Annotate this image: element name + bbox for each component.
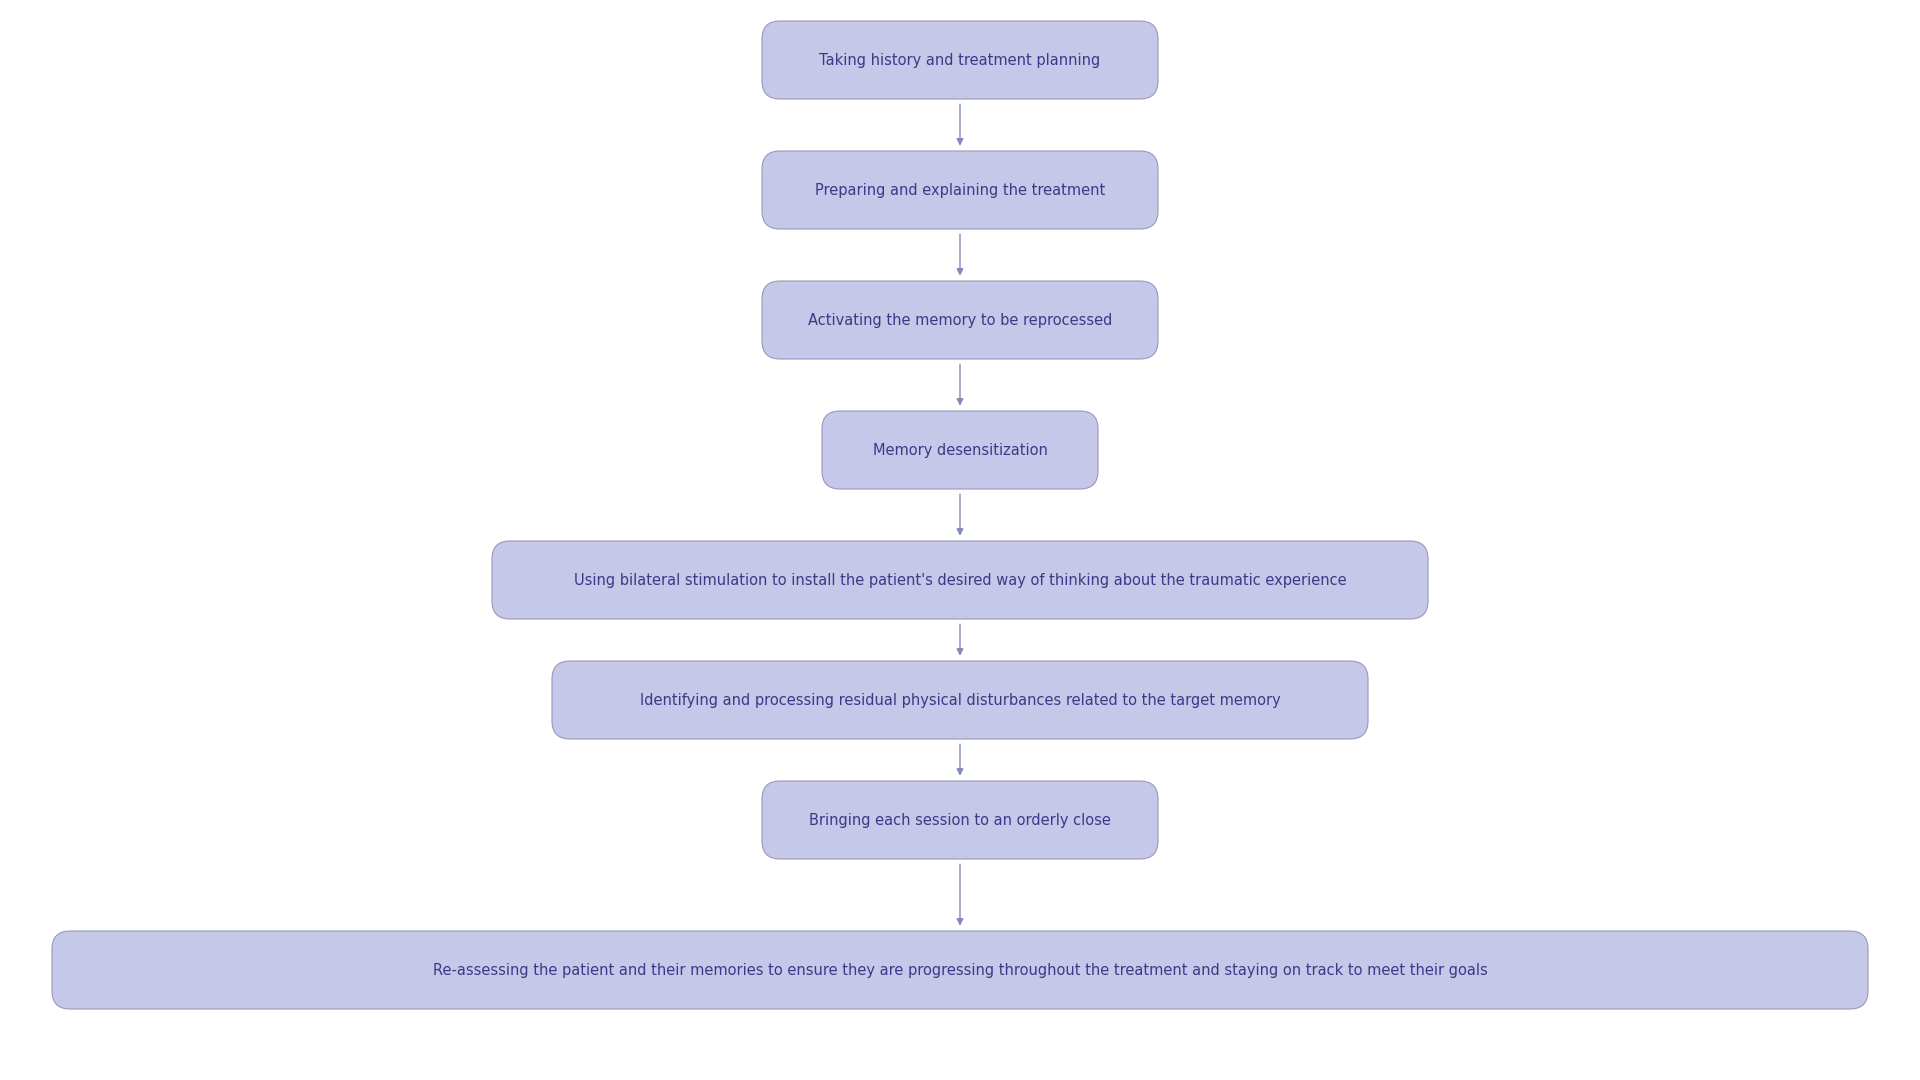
- Text: Preparing and explaining the treatment: Preparing and explaining the treatment: [814, 183, 1106, 198]
- Text: Memory desensitization: Memory desensitization: [872, 443, 1048, 458]
- Text: Using bilateral stimulation to install the patient's desired way of thinking abo: Using bilateral stimulation to install t…: [574, 572, 1346, 588]
- FancyBboxPatch shape: [52, 931, 1868, 1009]
- FancyBboxPatch shape: [492, 541, 1428, 619]
- FancyBboxPatch shape: [822, 411, 1098, 489]
- Text: Re-assessing the patient and their memories to ensure they are progressing throu: Re-assessing the patient and their memor…: [432, 962, 1488, 977]
- FancyBboxPatch shape: [553, 661, 1367, 739]
- Text: Taking history and treatment planning: Taking history and treatment planning: [820, 53, 1100, 68]
- Text: Identifying and processing residual physical disturbances related to the target : Identifying and processing residual phys…: [639, 692, 1281, 707]
- FancyBboxPatch shape: [762, 281, 1158, 359]
- Text: Activating the memory to be reprocessed: Activating the memory to be reprocessed: [808, 312, 1112, 327]
- FancyBboxPatch shape: [762, 781, 1158, 859]
- Text: Bringing each session to an orderly close: Bringing each session to an orderly clos…: [808, 812, 1112, 827]
- FancyBboxPatch shape: [762, 21, 1158, 99]
- FancyBboxPatch shape: [762, 151, 1158, 229]
